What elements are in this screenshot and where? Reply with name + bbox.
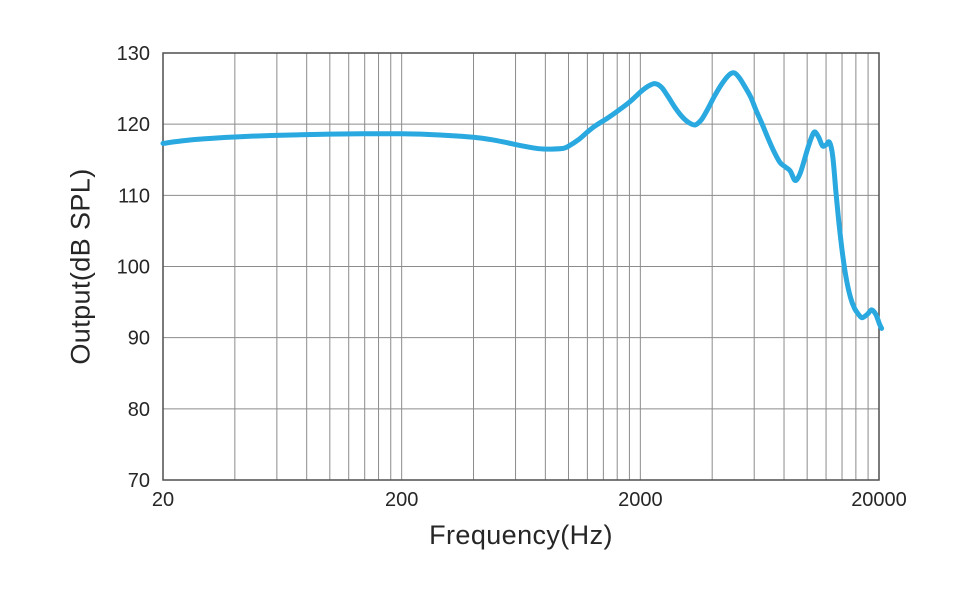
plot-frame	[162, 52, 880, 481]
x-tick-label: 200	[385, 489, 418, 511]
y-tick-label: 110	[118, 185, 150, 207]
curve-path	[160, 70, 885, 331]
frame-rect	[162, 52, 880, 481]
x-tick-label: 2000	[618, 489, 663, 511]
x-tick-label: 20	[152, 489, 174, 511]
response-curve	[160, 70, 885, 331]
y-axis-title: Output(dB SPL)	[65, 168, 96, 365]
y-tick-label: 90	[128, 328, 150, 350]
horizontal-gridlines	[163, 52, 879, 481]
x-tick-label: 20000	[851, 489, 907, 511]
y-tick-label: 130	[117, 43, 150, 65]
y-tick-label: 120	[117, 114, 150, 136]
x-axis-tick-labels: 20 200 2000 20000	[152, 489, 907, 511]
y-axis-tick-labels: 130 120 110 100 90 80 70	[117, 43, 150, 492]
y-tick-label: 100	[117, 257, 150, 279]
y-tick-label: 70	[128, 470, 150, 492]
x-axis-title: Frequency(Hz)	[429, 520, 613, 550]
y-axis-title-wrap: Output(dB SPL)	[52, 53, 110, 480]
y-tick-label: 80	[128, 399, 150, 421]
